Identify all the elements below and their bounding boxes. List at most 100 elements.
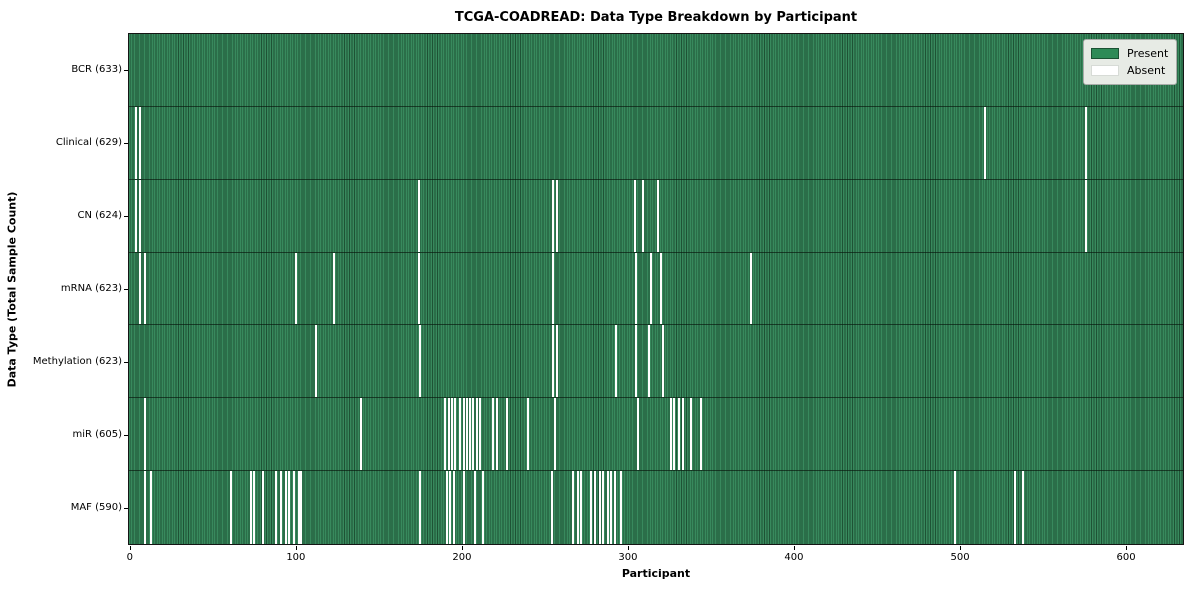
- absent-line: [670, 398, 673, 471]
- absent-line: [479, 398, 482, 471]
- absent-line: [552, 325, 555, 398]
- x-tick-mark: [129, 546, 131, 550]
- absent-line: [636, 398, 639, 471]
- absent-line: [635, 325, 638, 398]
- absent-line: [615, 325, 618, 398]
- absent-line: [465, 398, 468, 471]
- absent-line: [610, 471, 613, 544]
- absent-line: [552, 179, 555, 252]
- heatmap-row-maf: [129, 471, 1183, 544]
- absent-line: [699, 398, 702, 471]
- heatmap-row-methylation: [129, 325, 1183, 399]
- absent-line: [230, 471, 233, 544]
- absent-line: [633, 179, 636, 252]
- absent-line: [333, 252, 336, 325]
- absent-line: [482, 471, 485, 544]
- absent-line: [472, 398, 475, 471]
- y-tick-mark: [124, 361, 128, 363]
- x-tick-mark: [1126, 546, 1128, 550]
- absent-line: [656, 179, 659, 252]
- y-tick-mark: [124, 289, 128, 290]
- heatmap-row-cn: [129, 179, 1183, 253]
- absent-line: [359, 398, 362, 471]
- absent-line: [462, 471, 465, 544]
- absent-line: [445, 471, 448, 544]
- y-tick-label: BCR (633): [71, 64, 122, 76]
- absent-line: [552, 252, 555, 325]
- absent-line: [635, 252, 638, 325]
- absent-swatch-icon: [1091, 65, 1119, 76]
- absent-line: [143, 252, 146, 325]
- absent-line: [447, 398, 450, 471]
- present-swatch-icon: [1091, 48, 1119, 59]
- absent-line: [580, 471, 583, 544]
- legend-entry-absent: Absent: [1091, 62, 1168, 79]
- absent-line: [1013, 471, 1016, 544]
- absent-line: [452, 471, 455, 544]
- absent-line: [555, 325, 558, 398]
- absent-line: [419, 325, 422, 398]
- x-tick-label: 0: [126, 552, 134, 563]
- absent-line: [475, 398, 478, 471]
- x-tick-mark: [627, 546, 629, 550]
- absent-line: [650, 252, 653, 325]
- absent-line: [954, 471, 956, 544]
- y-tick-label: Clinical (629): [55, 137, 122, 149]
- absent-line: [294, 252, 297, 325]
- heatmap-row-mir: [129, 398, 1183, 472]
- legend-entry-present: Present: [1091, 45, 1168, 62]
- absent-line: [150, 471, 153, 544]
- absent-line: [620, 471, 623, 544]
- absent-line: [613, 471, 616, 544]
- absent-line: [474, 471, 477, 544]
- y-tick-label: CN (624): [77, 210, 122, 222]
- y-tick-mark: [124, 70, 128, 72]
- absent-line: [469, 398, 472, 471]
- absent-line: [492, 398, 495, 471]
- heatmap-row-mrna: [129, 252, 1183, 326]
- absent-line: [1022, 471, 1025, 544]
- absent-line: [681, 398, 684, 471]
- absent-line: [1085, 179, 1088, 252]
- x-tick-label: 300: [618, 552, 638, 563]
- absent-line: [419, 471, 422, 544]
- absent-line: [459, 398, 462, 471]
- absent-line: [690, 398, 692, 471]
- absent-line: [590, 471, 593, 544]
- absent-line: [274, 471, 277, 544]
- absent-line: [555, 179, 558, 252]
- plot-area: [128, 33, 1184, 545]
- legend-absent-label: Absent: [1127, 64, 1166, 77]
- absent-line: [417, 252, 420, 325]
- absent-line: [143, 471, 146, 544]
- y-tick-label: miR (605): [72, 428, 122, 440]
- absent-line: [314, 325, 317, 398]
- y-tick-label: mRNA (623): [60, 283, 122, 294]
- absent-line: [598, 471, 601, 544]
- absent-line: [606, 471, 609, 544]
- absent-line: [253, 471, 256, 544]
- heatmap-row-bcr: [129, 34, 1183, 107]
- y-tick-label: Methylation (623): [32, 355, 122, 367]
- absent-line: [577, 471, 580, 544]
- absent-line: [553, 398, 556, 471]
- absent-line: [444, 398, 447, 471]
- absent-line: [449, 471, 452, 544]
- absent-line: [284, 471, 287, 544]
- y-tick-mark: [124, 507, 128, 509]
- absent-line: [138, 252, 141, 325]
- chart-title: TCGA-COADREAD: Data Type Breakdown by Pa…: [454, 10, 858, 25]
- absent-line: [1085, 106, 1088, 179]
- absent-line: [288, 471, 291, 544]
- legend: Present Absent: [1083, 39, 1177, 85]
- absent-line: [602, 471, 604, 544]
- absent-line: [462, 398, 465, 471]
- absent-line: [660, 252, 663, 325]
- x-tick-mark: [793, 546, 795, 550]
- absent-line: [299, 471, 302, 544]
- heatmap-row-clinical: [129, 106, 1183, 180]
- x-axis-label: Participant: [621, 567, 691, 580]
- absent-line: [661, 325, 664, 398]
- y-tick-mark: [124, 216, 128, 218]
